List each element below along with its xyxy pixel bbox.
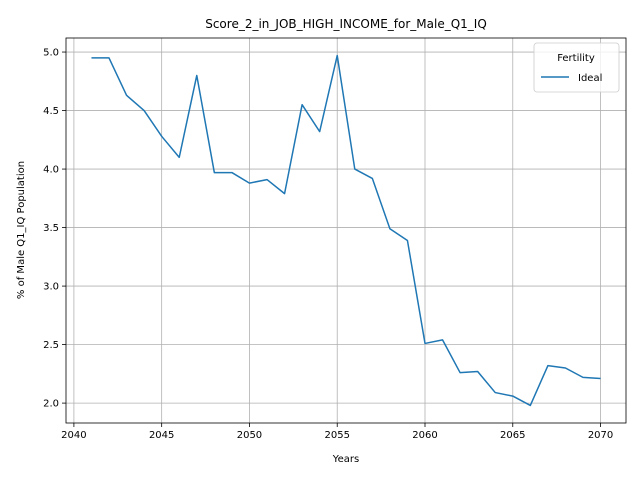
plot-frame xyxy=(65,37,627,424)
x-tick-label: 2055 xyxy=(324,430,349,441)
y-tick-label: 2.0 xyxy=(43,399,59,410)
y-tick-label: 3.5 xyxy=(43,223,59,234)
legend-title: Fertility xyxy=(557,53,595,64)
series-lines xyxy=(91,54,601,407)
legend-entry-ideal: Ideal xyxy=(578,73,602,84)
axis-ticks: 2040 2045 2050 2055 2060 2065 2070 2.0 2.5 3.0 3.5… xyxy=(43,48,613,441)
grid xyxy=(66,38,626,423)
x-tick-label: 2045 xyxy=(149,430,174,441)
chart-title: Score_2_in_JOB_HIGH_INCOME_for_Male_Q1_I… xyxy=(205,17,487,31)
legend-box xyxy=(533,42,620,93)
x-tick-label: 2050 xyxy=(237,430,262,441)
x-tick-label: 2065 xyxy=(500,430,525,441)
x-tick-label: 2040 xyxy=(61,430,86,441)
y-axis-label: % of Male Q1_IQ Population xyxy=(16,161,27,299)
series-line-ideal xyxy=(91,54,601,407)
legend: Fertility Ideal xyxy=(533,42,620,93)
x-tick-label: 2070 xyxy=(588,430,613,441)
y-tick-label: 4.0 xyxy=(43,165,59,176)
y-tick-label: 4.5 xyxy=(43,106,59,117)
x-axis-label: Years xyxy=(332,454,359,465)
y-tick-label: 5.0 xyxy=(43,48,59,59)
x-tick-label: 2060 xyxy=(412,430,437,441)
y-tick-label: 3.0 xyxy=(43,282,59,293)
y-tick-label: 2.5 xyxy=(43,340,59,351)
